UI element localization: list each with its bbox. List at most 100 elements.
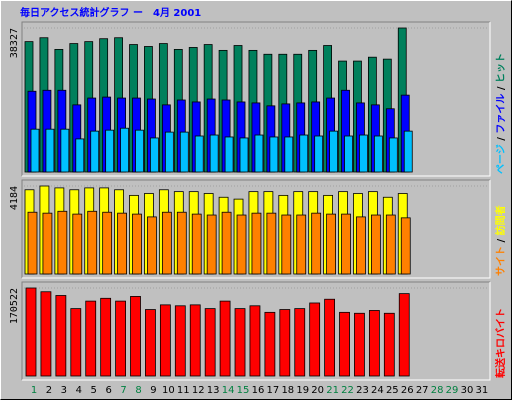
x-tick-label: 6 — [105, 385, 111, 396]
legend: 転送キロバイト — [494, 308, 507, 378]
bar — [373, 135, 383, 173]
bar — [341, 213, 351, 275]
bar — [30, 128, 40, 173]
x-tick-label: 9 — [150, 385, 156, 396]
bar — [189, 304, 201, 377]
bar — [60, 128, 70, 173]
bar — [326, 213, 337, 275]
bar — [70, 308, 82, 377]
bar — [294, 308, 306, 377]
x-tick-label: 20 — [311, 385, 324, 396]
bar — [115, 300, 126, 377]
bar — [370, 214, 381, 275]
x-tick-label: 8 — [135, 385, 141, 396]
bar — [400, 217, 411, 275]
x-tick-label: 19 — [296, 385, 309, 396]
bar — [159, 304, 171, 377]
bar — [314, 135, 324, 173]
x-tick-label: 28 — [431, 385, 444, 396]
x-tick-label: 17 — [267, 385, 280, 396]
x-tick-label: 31 — [476, 385, 489, 396]
legend-entry: ヒット — [495, 53, 507, 83]
bar — [324, 298, 336, 377]
legend-entry: 転送キロバイト — [494, 308, 507, 378]
legend: ページ / ファイル / ヒット — [495, 53, 507, 174]
bar — [388, 137, 398, 173]
bar — [204, 308, 216, 377]
legend-entry: サイト — [495, 246, 507, 276]
bar — [85, 300, 97, 377]
y-tick-label: 170522 — [9, 288, 20, 324]
x-tick-label: 25 — [386, 385, 399, 396]
x-tick-label: 30 — [461, 385, 474, 396]
bar — [234, 308, 246, 377]
bar — [117, 212, 127, 275]
bar — [132, 213, 142, 275]
bar — [251, 212, 262, 275]
bar — [42, 212, 53, 275]
bar — [383, 312, 395, 377]
legend-separator: / — [496, 235, 507, 246]
bar — [25, 287, 37, 377]
bar — [299, 134, 309, 173]
x-tick-label: 29 — [446, 385, 459, 396]
x-tick-label: 1 — [31, 385, 37, 396]
bar — [145, 309, 156, 377]
legend-separator: / — [496, 134, 507, 145]
x-tick-label: 15 — [237, 385, 250, 396]
bar — [309, 302, 321, 377]
panel-bevel — [21, 21, 490, 176]
bar — [249, 305, 261, 377]
bar — [27, 211, 38, 275]
bar — [176, 211, 187, 275]
bar — [147, 216, 157, 275]
bar — [284, 136, 294, 173]
x-tick-label: 11 — [177, 385, 190, 396]
legend-separator: / — [496, 83, 507, 94]
bar — [239, 137, 249, 173]
bar — [150, 137, 159, 173]
bar — [191, 213, 202, 275]
bar — [161, 211, 172, 275]
x-tick-label: 3 — [61, 385, 67, 396]
bar — [164, 131, 174, 173]
x-tick-label: 24 — [371, 385, 384, 396]
bar — [269, 136, 279, 173]
x-tick-label: 26 — [401, 385, 414, 396]
legend: サイト / 訪問者 — [494, 205, 507, 276]
x-tick-label: 21 — [326, 385, 339, 396]
bar — [254, 134, 264, 173]
x-tick-label: 2 — [46, 385, 52, 396]
bar — [359, 134, 368, 173]
x-tick-label: 7 — [120, 385, 126, 396]
bar — [87, 210, 98, 275]
y-tick-label: 38327 — [9, 28, 20, 58]
bar — [264, 311, 276, 377]
bar — [90, 130, 100, 173]
bar — [354, 312, 365, 377]
bar — [296, 214, 307, 275]
chart-title: 毎日アクセス統計グラフ ー 4月 2001 — [20, 6, 201, 19]
bar — [179, 131, 189, 173]
bar — [221, 211, 232, 275]
bar — [130, 296, 141, 377]
bar — [135, 129, 144, 173]
legend-entry: ページ — [495, 144, 507, 174]
legend-entry: 訪問者 — [494, 205, 507, 235]
x-tick-label: 23 — [356, 385, 369, 396]
x-tick-label: 4 — [76, 385, 82, 396]
x-tick-label: 22 — [341, 385, 354, 396]
bar — [368, 310, 380, 377]
panel-bevel — [21, 281, 490, 380]
bar — [311, 212, 322, 275]
bar — [219, 300, 231, 377]
bar — [224, 136, 234, 173]
x-tick-label: 16 — [252, 385, 265, 396]
x-tick-label: 27 — [416, 385, 429, 396]
panel-bevel — [21, 179, 490, 278]
bar — [281, 214, 292, 275]
bar — [209, 134, 219, 173]
x-tick-label: 5 — [91, 385, 97, 396]
